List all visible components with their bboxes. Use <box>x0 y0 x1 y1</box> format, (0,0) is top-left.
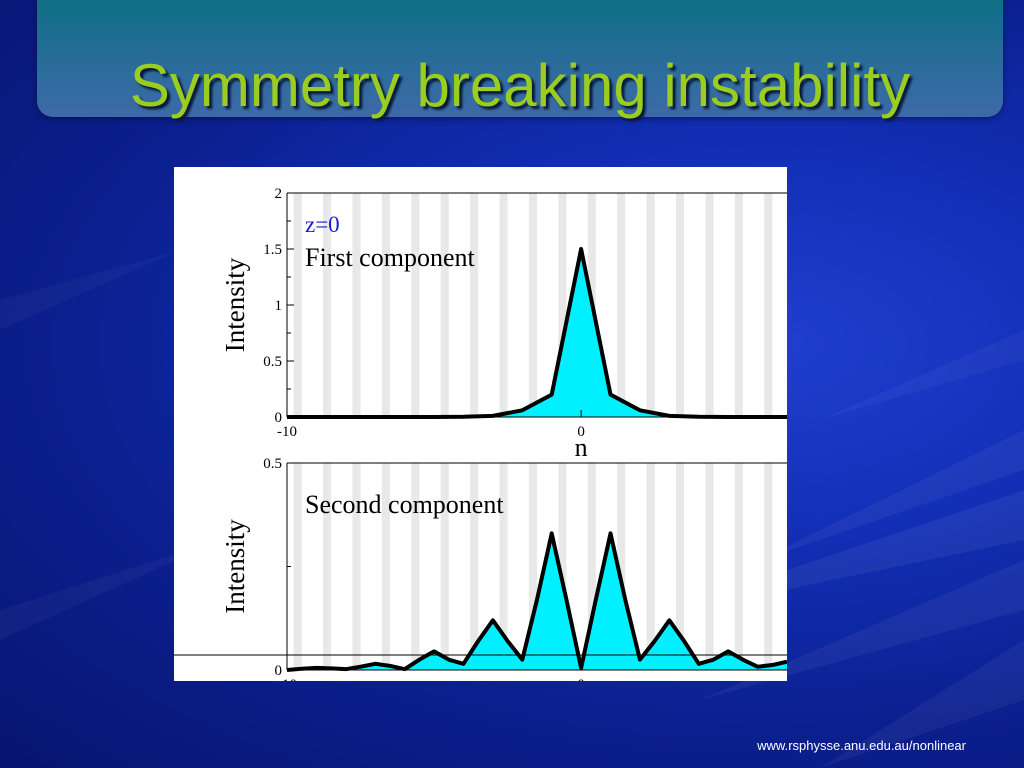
stripe-bottom <box>411 463 420 670</box>
panel-annotation-top: First component <box>305 243 475 272</box>
stripe-bottom <box>323 463 332 670</box>
chart-figure: 0 0.5 1 1.5 2 -10 0 Intensity n z=0 First componen… <box>174 167 787 681</box>
stripe-top <box>764 193 773 417</box>
stripe-bottom <box>646 463 655 670</box>
x-tick-label-top: 0 <box>577 424 585 440</box>
stripe-bottom <box>617 463 626 670</box>
stripe-bottom <box>293 463 302 670</box>
stripe-top <box>323 193 332 417</box>
stripe-top <box>440 193 449 417</box>
x-axis-label-top: n <box>575 433 588 462</box>
stripe-bottom <box>470 463 479 670</box>
stripe-top <box>293 193 302 417</box>
stripe-bottom <box>499 463 508 670</box>
y-tick-label-top: 2 <box>275 186 283 202</box>
stripe-bottom <box>734 463 743 670</box>
stripe-top <box>470 193 479 417</box>
footer-url[interactable]: www.rsphysse.anu.edu.au/nonlinear <box>757 738 966 753</box>
panel-annotation-z: z=0 <box>305 212 340 237</box>
stripe-bottom <box>440 463 449 670</box>
stripe-top <box>528 193 537 417</box>
stripe-bottom <box>705 463 714 670</box>
stripe-top <box>381 193 390 417</box>
stripe-bottom <box>764 463 773 670</box>
stripe-bottom <box>587 463 596 670</box>
stripe-top <box>734 193 743 417</box>
stripe-bottom <box>558 463 567 670</box>
stripe-top <box>705 193 714 417</box>
y-tick-label-bottom: 0.5 <box>263 456 282 472</box>
y-tick-label-top: 0.5 <box>263 354 282 370</box>
stripe-top <box>411 193 420 417</box>
series-line-bottom <box>286 531 787 672</box>
x-tick-label-bottom: 0 <box>577 677 585 681</box>
stripe-bottom <box>675 463 685 670</box>
panel-annotation-bottom: Second component <box>305 490 504 519</box>
y-tick-label-top: 0 <box>275 410 283 426</box>
y-tick-label-top: 1.5 <box>263 242 282 258</box>
stripe-bottom <box>352 463 361 670</box>
stripe-top <box>352 193 361 417</box>
stripe-top <box>675 193 685 417</box>
stripe-top <box>499 193 508 417</box>
y-axis-label-top: Intensity <box>220 257 250 352</box>
slide-title: Symmetry breaking instability <box>129 52 911 119</box>
x-tick-label-top: -10 <box>277 424 297 440</box>
x-tick-label-bottom: -10 <box>277 677 297 681</box>
stripe-top <box>558 193 567 417</box>
stripe-top <box>646 193 655 417</box>
title-bar <box>37 0 1003 117</box>
y-tick-label-top: 1 <box>275 298 283 314</box>
stripe-bottom <box>381 463 390 670</box>
stripe-bottom <box>528 463 537 670</box>
stripe-top <box>617 193 626 417</box>
y-tick-label-bottom: 0 <box>275 663 283 679</box>
y-axis-label-bottom: Intensity <box>220 519 250 614</box>
